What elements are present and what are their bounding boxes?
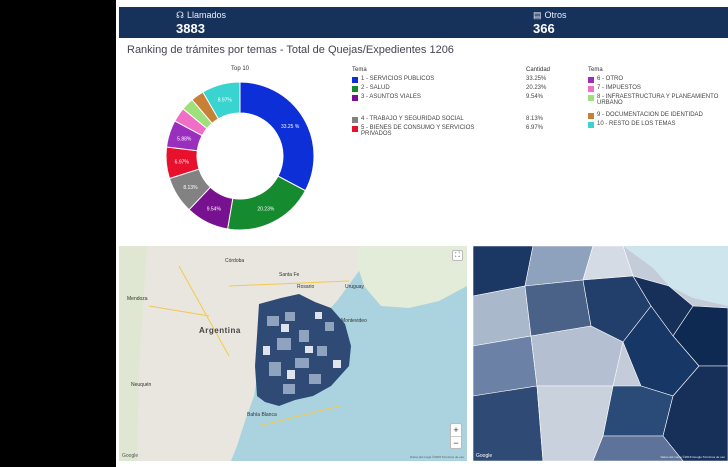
donut-slice[interactable] bbox=[239, 81, 315, 192]
slice-label: 8.13% bbox=[183, 185, 198, 191]
map-country-label: Argentina bbox=[199, 326, 241, 335]
chile-area bbox=[119, 246, 147, 461]
legend-item[interactable]: 4 - TRABAJO Y SEGURIDAD SOCIAL bbox=[352, 116, 464, 123]
stat-label: Otros bbox=[544, 10, 567, 20]
zoom-out-button[interactable]: − bbox=[451, 436, 461, 448]
slice-label: 33.25 % bbox=[281, 124, 300, 130]
page-title: Ranking de trámites por temas - Total de… bbox=[127, 44, 454, 56]
headset-icon: ☊ bbox=[176, 9, 184, 20]
legend-item[interactable]: 10 - RESTO DE LOS TEMAS bbox=[588, 121, 675, 128]
map-terms[interactable]: Datos del mapa ©2019 Google Términos de … bbox=[660, 455, 725, 459]
zoom-control: + − bbox=[450, 423, 462, 449]
legend-header-tema-2: Tema bbox=[588, 67, 603, 73]
legend-item[interactable]: 9 - DOCUMENTACION DE IDENTIDAD bbox=[588, 112, 703, 119]
document-icon: ▤ bbox=[533, 9, 542, 20]
legend-label: 8 - INFRAESTRUCTURA Y PLANEAMIENTO URBAN… bbox=[597, 94, 719, 106]
stat-otros: ▤ Otros 366 bbox=[533, 10, 567, 36]
legend-swatch bbox=[352, 126, 358, 132]
map-provincia[interactable]: Córdoba Santa Fe Rosario Uruguay Montevi… bbox=[119, 246, 467, 461]
donut-slice[interactable] bbox=[227, 175, 307, 231]
district-light bbox=[263, 312, 341, 379]
map-detail[interactable]: Google Datos del mapa ©2019 Google Térmi… bbox=[473, 246, 728, 461]
map-label: Montevideo bbox=[341, 318, 367, 324]
legend-swatch bbox=[588, 77, 594, 83]
legend-label: 4 - TRABAJO Y SEGURIDAD SOCIAL bbox=[361, 116, 464, 122]
roads bbox=[148, 265, 350, 427]
slice-label: 20.23% bbox=[257, 206, 275, 212]
map1-svg bbox=[119, 246, 467, 461]
map-label: Santa Fe bbox=[279, 272, 300, 278]
legend-label: 2 - SALUD bbox=[361, 85, 390, 91]
legend-amount: 33.25% bbox=[526, 76, 547, 82]
legend-label: 3 - ASUNTOS VIALES bbox=[361, 94, 421, 100]
legend-item[interactable]: 5 - BIENES DE CONSUMO Y SERVICIOS PRIVAD… bbox=[352, 125, 501, 137]
slice-label: 6.97% bbox=[175, 159, 190, 165]
slice-label: 5.88% bbox=[177, 136, 192, 142]
stat-llamados: ☊ Llamados 3883 bbox=[176, 10, 226, 36]
chart-legend: Tema Cantidad Tema 1 - SERVICIOS PUBLICO… bbox=[352, 67, 728, 147]
legend-amount: 9.54% bbox=[526, 94, 544, 100]
legend-swatch bbox=[588, 113, 594, 119]
google-logo: Google bbox=[476, 453, 493, 459]
map-label: Córdoba bbox=[225, 258, 245, 264]
water-area bbox=[623, 246, 728, 306]
fullscreen-button[interactable]: ⛶ bbox=[452, 250, 463, 261]
map-label: Uruguay bbox=[345, 284, 364, 290]
uruguay-area bbox=[357, 246, 467, 308]
legend-item[interactable]: 1 - SERVICIOS PUBLICOS bbox=[352, 76, 434, 83]
stat-value: 366 bbox=[533, 21, 555, 36]
slice-label: 9.54% bbox=[207, 206, 222, 212]
legend-label: 9 - DOCUMENTACION DE IDENTIDAD bbox=[597, 112, 703, 118]
legend-label: 5 - BIENES DE CONSUMO Y SERVICIOS PRIVAD… bbox=[361, 125, 475, 137]
map-label: Mendoza bbox=[127, 296, 148, 302]
map-label: Rosario bbox=[297, 284, 315, 290]
dashboard-frame: ☊ Llamados 3883 ▤ Otros 366 Ranking de trá… bbox=[116, 0, 728, 467]
legend-item[interactable]: 7 - IMPUESTOS bbox=[588, 85, 641, 92]
stats-bar: ☊ Llamados 3883 ▤ Otros 366 bbox=[119, 7, 728, 38]
legend-amount: 6.97% bbox=[526, 125, 544, 131]
legend-label: 10 - RESTO DE LOS TEMAS bbox=[597, 121, 676, 127]
legend-swatch bbox=[588, 95, 594, 101]
legend-header-cantidad: Cantidad bbox=[526, 67, 551, 73]
districts bbox=[473, 246, 728, 461]
legend-label: 6 - OTRO bbox=[597, 76, 624, 82]
map-terms[interactable]: Datos del mapa ©2019 Términos de uso bbox=[410, 455, 464, 459]
legend-item[interactable]: 6 - OTRO bbox=[588, 76, 623, 83]
legend-swatch bbox=[352, 95, 358, 101]
stat-value: 3883 bbox=[176, 21, 205, 36]
legend-label: 7 - IMPUESTOS bbox=[597, 85, 641, 91]
district-patches bbox=[267, 312, 334, 394]
legend-amount: 20.23% bbox=[526, 85, 547, 91]
donut-svg: 33.25 % 20.23% 9.54% 8.13% 6.97% 5.88% 8.97% bbox=[165, 81, 315, 231]
legend-item[interactable]: 8 - INFRAESTRUCTURA Y PLANEAMIENTO URBAN… bbox=[588, 94, 728, 106]
zoom-in-button[interactable]: + bbox=[453, 425, 459, 435]
legend-swatch bbox=[588, 122, 594, 128]
legend-swatch bbox=[352, 86, 358, 92]
legend-header-tema: Tema bbox=[352, 67, 367, 73]
donut-slice[interactable] bbox=[202, 81, 241, 120]
legend-swatch bbox=[352, 77, 358, 83]
legend-amount: 8.13% bbox=[526, 116, 544, 122]
map-label: Neuquén bbox=[131, 382, 152, 388]
chart-title: Top 10 bbox=[230, 66, 249, 72]
legend-item[interactable]: 3 - ASUNTOS VIALES bbox=[352, 94, 421, 101]
google-logo: Google bbox=[122, 453, 139, 459]
legend-label: 1 - SERVICIOS PUBLICOS bbox=[361, 76, 435, 82]
donut-chart: Top 10 33.25 % 20.23% 9.54% 8.13% 6.97% 5.88%… bbox=[160, 66, 320, 236]
slice-label: 8.97% bbox=[218, 98, 233, 104]
map-label: Bahía Blanca bbox=[247, 412, 277, 418]
legend-item[interactable]: 2 - SALUD bbox=[352, 85, 390, 92]
legend-swatch bbox=[588, 86, 594, 92]
legend-swatch bbox=[352, 117, 358, 123]
stat-label: Llamados bbox=[187, 10, 227, 20]
map2-svg bbox=[473, 246, 728, 461]
